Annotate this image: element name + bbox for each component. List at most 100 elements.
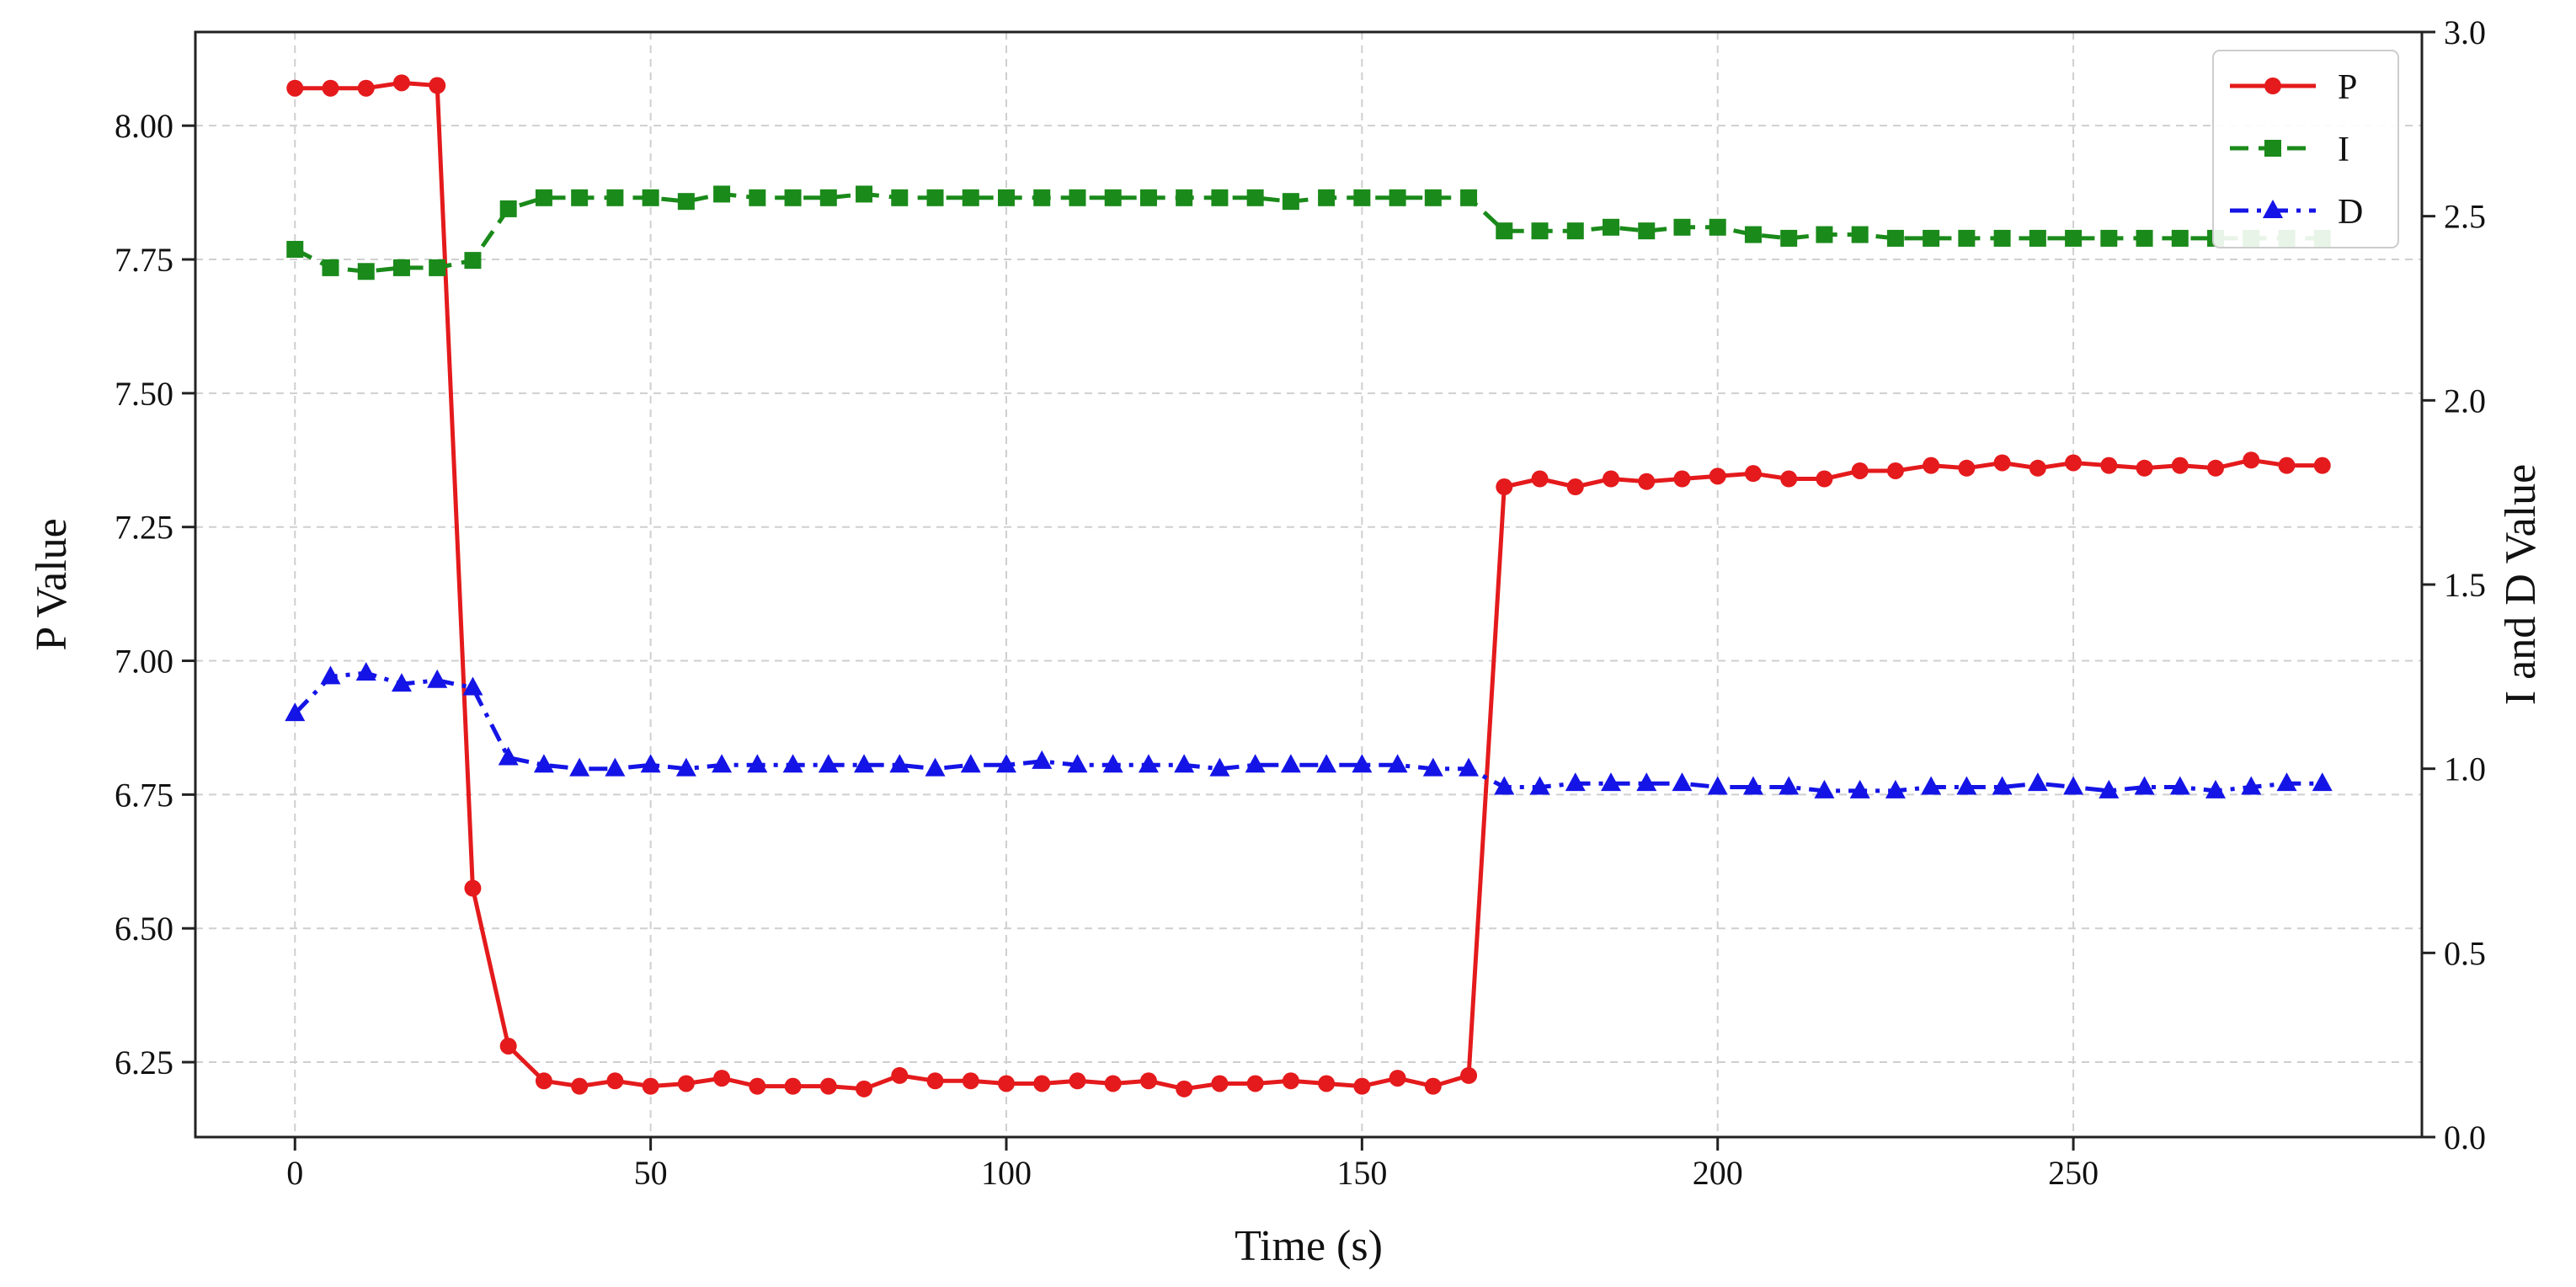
data-point-D [1636,772,1657,792]
data-point-P [1211,1075,1229,1092]
data-point-I [1460,189,1478,206]
data-point-P [1531,470,1549,488]
x-tick-label: 200 [1693,1154,1743,1192]
legend-label-I: I [2338,131,2349,169]
data-point-D [1422,757,1443,777]
data-point-D [995,754,1016,773]
data-point-P [1424,1077,1442,1095]
data-point-D [355,661,376,681]
x-tick-label: 0 [286,1154,303,1192]
data-point-D [1885,779,1906,798]
data-point-I [749,189,766,206]
y-left-tick-label: 7.50 [115,375,173,413]
data-point-P [2278,457,2296,474]
data-point-D [712,754,733,773]
axes: 0 50 100 150 200 250 6.25 6.50 6.75 7.00 7.25 7.50 7… [115,13,2486,1192]
series-layer [285,74,2333,1097]
data-point-I [784,189,802,206]
data-point-D [1280,754,1301,773]
data-point-P [856,1080,873,1097]
y-axis-right-title: I and D Value [2497,464,2545,705]
data-point-D [1992,776,2013,795]
data-point-I [1958,229,1976,247]
data-point-I [1603,218,1620,236]
data-point-D [1032,750,1053,769]
data-point-I [571,189,589,206]
data-point-I [2029,229,2046,247]
data-point-P [429,77,446,94]
data-point-D [285,702,306,722]
data-point-I [1851,226,1869,243]
data-point-D [2099,779,2120,798]
y-left-tick-label: 7.00 [115,643,173,681]
data-point-P [1104,1075,1122,1092]
x-tick-label: 250 [2048,1154,2099,1192]
data-point-I [1424,189,1442,206]
data-point-D [925,757,946,777]
data-point-D [1387,754,1408,773]
data-point-P [464,879,482,897]
data-point-P [322,79,339,97]
series-line-D [293,670,2323,793]
x-tick-label: 150 [1336,1154,1387,1192]
data-point-D [1956,776,1977,795]
data-point-P [2029,459,2046,477]
data-point-D [391,673,412,692]
data-point-I [1389,189,1406,206]
data-point-D [1672,772,1693,792]
x-tick-label: 100 [981,1154,1032,1192]
data-point-I [535,189,552,206]
y-right-tick-label: 1.0 [2444,750,2486,788]
data-point-I [1923,229,1940,247]
data-point-D [605,757,626,777]
data-point-P [1993,454,2011,472]
data-point-D [498,746,519,766]
data-point-D [1529,776,1550,795]
data-point-I [1531,222,1549,240]
y-left-tick-label: 6.75 [115,776,173,814]
data-point-D [889,754,910,773]
data-point-D [1138,754,1159,773]
data-point-I [1139,189,1157,206]
data-point-I [1673,218,1691,236]
y-left-tick-label: 7.25 [115,509,173,547]
data-point-I [2065,229,2083,247]
series-line-P [295,80,2323,1092]
grid [195,32,2422,1137]
data-point-D [640,754,661,773]
data-point-P [571,1077,589,1095]
data-point-P [1139,1072,1157,1090]
data-point-D [1565,772,1586,792]
data-point-I [856,185,873,203]
data-point-P [2207,459,2225,477]
data-point-I [891,189,909,206]
data-point-I [2136,229,2153,247]
data-point-I [1246,189,1264,206]
data-point-I [1318,189,1336,206]
data-point-D [818,754,839,773]
data-point-P [1176,1080,1193,1097]
data-point-P [749,1077,766,1095]
data-point-I [1282,193,1299,211]
data-point-I [429,259,446,276]
data-point-I [322,259,339,276]
data-point-D [2205,779,2227,798]
data-point-I [997,189,1015,206]
data-point-P [2100,457,2118,474]
data-point-I [392,259,410,276]
data-point-P [997,1075,1015,1092]
data-point-D [782,754,803,773]
data-point-P [819,1077,837,1095]
data-point-P [1318,1075,1336,1092]
data-point-P [1246,1075,1264,1092]
data-point-I [819,189,837,206]
data-point-D [1601,772,1622,792]
data-point-I [1104,189,1122,206]
data-point-D [320,665,341,685]
data-point-I [1069,189,1086,206]
data-point-P [1744,465,1762,483]
data-point-D [1174,754,1195,773]
data-point-P [962,1072,979,1090]
